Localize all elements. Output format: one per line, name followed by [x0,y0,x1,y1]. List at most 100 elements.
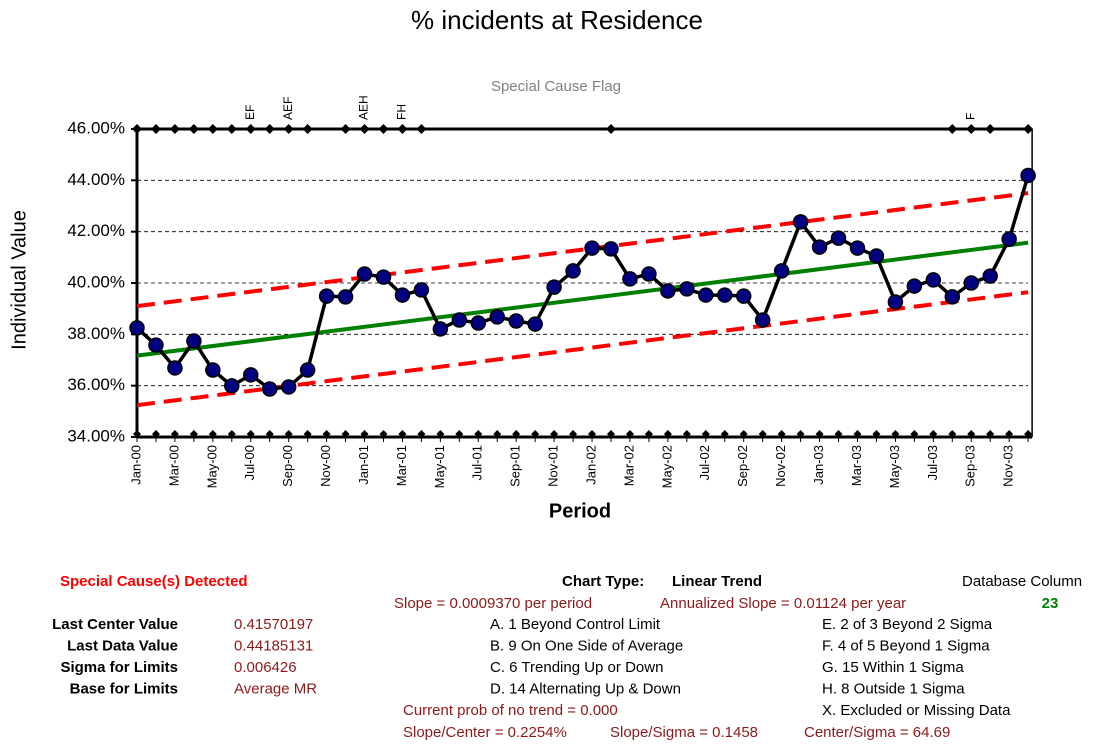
data-point [318,288,335,304]
x-tick-label: Nov-01 [546,445,561,487]
flag-title: Special Cause Flag [491,78,621,95]
data-point [224,378,240,394]
x-tick-marker [853,430,862,438]
x-tick-marker [663,430,672,438]
data-point [375,269,392,285]
data-point [1020,167,1036,184]
x-tick-label: Jan-02 [583,445,598,485]
x-tick-marker [322,430,331,438]
data-point [792,214,809,230]
x-tick-label: Mar-03 [849,445,864,486]
x-tick-marker [531,430,540,438]
annualized-slope: Annualized Slope = 0.01124 per year [660,595,906,612]
x-tick-label: Jan-01 [356,445,371,485]
rule: G. 15 Within 1 Sigma [822,659,964,676]
x-tick-marker [872,430,881,438]
y-tick-label: 44.00% [67,170,125,189]
x-tick-label: Nov-02 [773,445,788,487]
flag-marker [416,124,427,134]
rule: X. Excluded or Missing Data [822,702,1011,719]
x-tick-marker [493,430,502,438]
x-tick-marker [588,430,597,438]
data-point [811,239,828,255]
x-tick-marker [227,430,236,438]
y-axis-label: Individual Value [8,210,30,350]
data-point [679,281,695,297]
data-point [413,282,430,298]
x-tick-label: Jan-00 [128,445,143,485]
flag-marker [359,124,370,134]
data-point [830,230,847,246]
rule: C. 6 Trending Up or Down [490,659,663,676]
x-tick-marker [246,430,255,438]
x-tick-marker [986,430,995,438]
x-tick-label: Mar-00 [166,445,181,486]
data-point [906,278,923,294]
data-point [603,241,619,257]
data-point [489,309,505,325]
x-tick-marker [379,430,388,438]
chart-title: % incidents at Residence [411,5,703,35]
flag-marker [188,124,199,134]
x-tick-label: Nov-00 [318,445,333,487]
x-tick-marker [303,430,312,438]
data-point [394,287,411,303]
data-point [849,240,866,256]
x-tick-marker [341,430,350,438]
flag-marker [606,124,616,134]
flag-marker [340,124,351,134]
y-tick-label: 34.00% [67,426,125,445]
x-tick-marker [512,430,521,438]
x-tick-marker [948,430,957,438]
x-tick-marker [474,430,483,438]
x-tick-label: Jul-01 [470,445,485,480]
x-tick-marker [398,430,407,438]
rule: B. 9 On One Side of Average [490,637,683,654]
y-tick-label: 42.00% [67,221,125,240]
flag-marker [985,124,996,134]
x-tick-marker [644,430,653,438]
stat-label: Sigma for Limits [60,659,178,676]
rule: E. 2 of 3 Beyond 2 Sigma [822,616,993,633]
prob: Current prob of no trend = 0.000 [403,702,618,719]
x-tick-label: Sep-03 [963,445,978,487]
y-tick-label: 38.00% [67,324,125,343]
data-point [167,360,183,376]
x-tick-marker [777,430,786,438]
x-tick-label: May-03 [887,445,902,488]
x-tick-marker [151,430,160,438]
x-tick-marker [569,430,578,438]
x-tick-label: Mar-01 [394,445,409,486]
x-tick-label: May-01 [432,445,447,488]
x-tick-marker [360,430,369,438]
data-point [546,279,562,295]
stat-value: Average MR [234,680,317,697]
stat-value: 0.006426 [234,659,297,676]
data-point [1001,231,1017,247]
x-tick-marker [170,430,179,438]
stat-label: Last Center Value [52,616,178,633]
data-point [243,367,259,383]
data-point [641,266,657,282]
data-line [135,174,1030,391]
data-point [337,289,354,305]
data-point [622,271,638,287]
x-tick-marker [265,430,274,438]
y-tick-label: 46.00% [67,118,125,137]
x-tick-label: Mar-02 [621,445,636,486]
x-tick-label: Nov-03 [1001,445,1016,487]
x-tick-marker [550,430,559,438]
data-point [299,362,316,378]
flag-marker [150,124,161,134]
x-tick-marker [1024,430,1033,438]
x-tick-marker [682,430,691,438]
data-point [963,275,979,291]
data-point [887,294,904,310]
x-tick-marker [929,430,938,438]
flag-marker [226,124,237,134]
data-point [280,379,297,395]
flag-label: FH [395,104,409,120]
data-point [754,312,771,328]
x-axis-label: Period [549,500,611,522]
rule: A. 1 Beyond Control Limit [490,616,661,633]
